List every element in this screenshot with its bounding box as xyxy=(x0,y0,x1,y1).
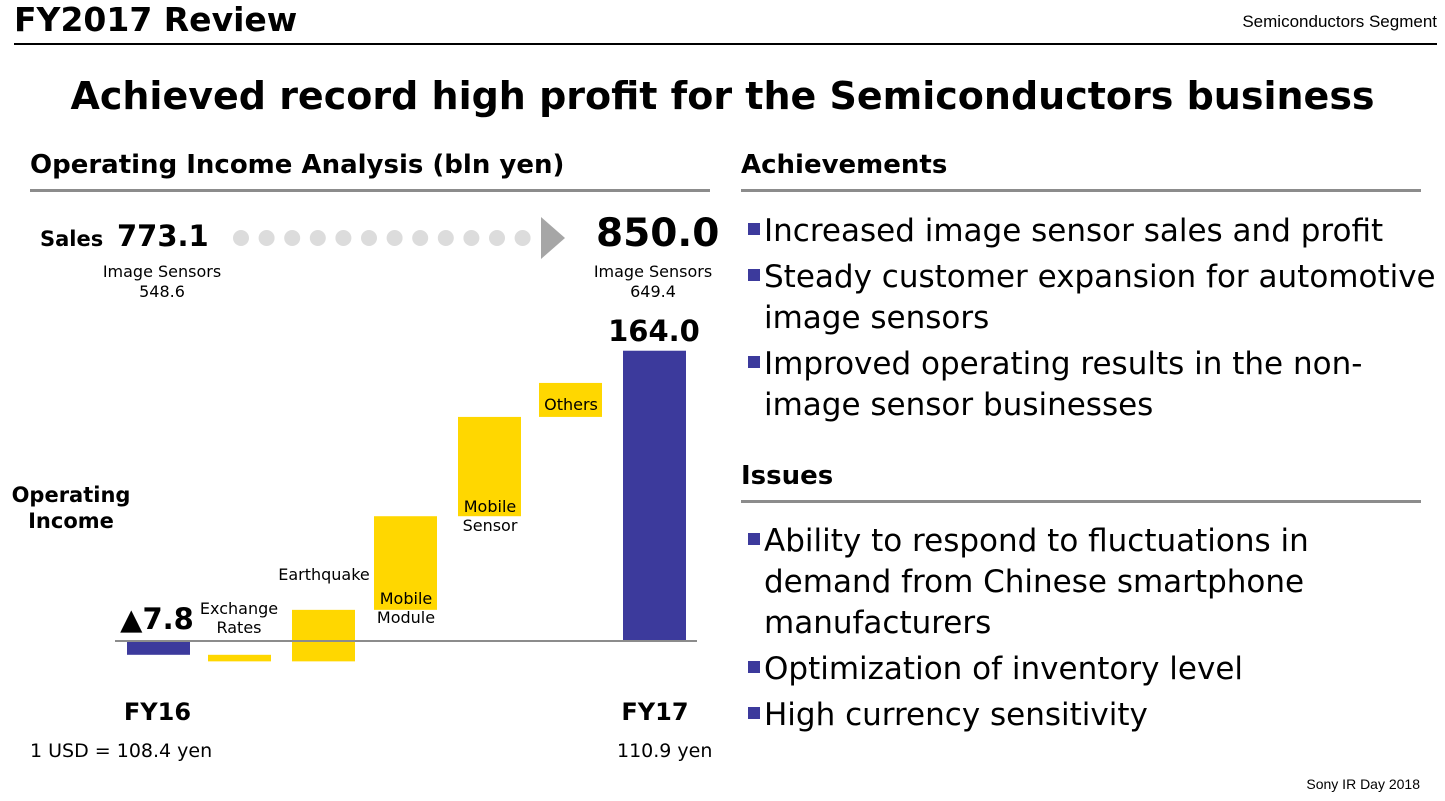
sales-fy16-value: 773.1 xyxy=(117,219,209,253)
bullet-square-icon xyxy=(748,707,760,719)
exchange-rate-fy16: 1 USD = 108.4 yen xyxy=(30,740,213,762)
issue-text: Ability to respond to fluctuations in de… xyxy=(764,523,1309,641)
header-divider xyxy=(14,43,1437,45)
value-label-fy17: 164.0 xyxy=(608,314,700,348)
waterfall-bar-others xyxy=(539,382,602,417)
waterfall-bar-exchange-rates xyxy=(208,654,271,662)
bullet-square-icon xyxy=(748,223,760,235)
segment-label: Semiconductors Segment xyxy=(1242,12,1437,31)
bullet-square-icon xyxy=(748,356,760,368)
category-label: Others xyxy=(544,395,598,414)
bullet-square-icon xyxy=(748,533,760,545)
arrow-dot xyxy=(233,230,249,246)
achievements-list: Increased image sensor sales and profit … xyxy=(741,211,1441,431)
fy16-label: FY16 xyxy=(123,698,192,726)
header-title: FY2017 Review xyxy=(14,0,298,39)
sales-fy17-value: 850.0 xyxy=(596,211,720,256)
issue-item: Ability to respond to fluctuations in de… xyxy=(741,521,1441,644)
achievement-text: Improved operating results in the non-im… xyxy=(764,346,1363,423)
issue-item: High currency sensitivity xyxy=(741,695,1441,736)
achievement-item: Improved operating results in the non-im… xyxy=(741,344,1441,426)
footer-source: Sony IR Day 2018 xyxy=(1306,776,1420,792)
waterfall-bar-fy16 xyxy=(127,641,190,655)
arrow-dot xyxy=(412,230,429,246)
arrow-dot xyxy=(437,230,454,246)
value-label-fy16: ▲7.8 xyxy=(120,602,194,636)
issue-text: Optimization of inventory level xyxy=(764,651,1244,687)
bullet-square-icon xyxy=(748,269,760,281)
arrow-dot xyxy=(386,230,403,246)
headline: Achieved record high profit for the Semi… xyxy=(70,74,1375,118)
arrow-dot xyxy=(335,230,352,246)
bullet-square-icon xyxy=(748,661,760,673)
category-label: Mobile Sensor xyxy=(463,497,518,535)
arrow-dot xyxy=(489,230,505,246)
issues-divider xyxy=(741,500,1421,503)
achievements-title: Achievements xyxy=(741,150,948,180)
image-sensors-fy17-value: 649.4 xyxy=(630,282,676,301)
fy17-label: FY17 xyxy=(621,698,689,726)
achievement-text: Steady customer expansion for automotive… xyxy=(764,259,1436,336)
arrow-dot xyxy=(309,230,326,246)
category-label: Mobile Module xyxy=(377,589,435,627)
arrow-dot xyxy=(258,230,275,246)
achievement-item: Increased image sensor sales and profit xyxy=(741,211,1441,252)
waterfall-bar-mobile-sensor xyxy=(458,416,521,517)
operating-income-label: Operating Income xyxy=(11,483,131,533)
achievements-divider xyxy=(741,189,1421,192)
waterfall-bar-mobile-module xyxy=(374,516,437,610)
image-sensors-fy17: Image Sensors 649.4 xyxy=(585,262,721,302)
issue-text: High currency sensitivity xyxy=(764,697,1148,733)
arrow-head-icon xyxy=(541,217,565,259)
arrow-dot xyxy=(284,230,301,246)
arrow-dot xyxy=(463,230,480,246)
sales-label: Sales xyxy=(40,227,104,251)
image-sensors-fy16-value: 548.6 xyxy=(139,282,185,301)
image-sensors-fy17-label: Image Sensors xyxy=(593,262,713,281)
arrow-dot xyxy=(514,230,531,246)
issue-item: Optimization of inventory level xyxy=(741,649,1441,690)
chart-section-title: Operating Income Analysis (bln yen) xyxy=(30,150,565,180)
achievement-item: Steady customer expansion for automotive… xyxy=(741,257,1441,339)
image-sensors-fy16-label: Image Sensors xyxy=(102,262,222,281)
achievement-text: Increased image sensor sales and profit xyxy=(764,213,1384,249)
exchange-rate-fy17: 110.9 yen xyxy=(617,740,713,762)
issues-title: Issues xyxy=(741,461,834,491)
waterfall-bar-fy17 xyxy=(623,350,686,641)
category-label: Earthquake xyxy=(278,565,370,584)
category-label: Exchange Rates xyxy=(200,599,278,637)
waterfall-bar-earthquake xyxy=(292,609,355,662)
arrow-dot xyxy=(361,230,377,246)
chart-section-divider xyxy=(30,189,710,192)
image-sensors-fy16: Image Sensors 548.6 xyxy=(92,262,232,302)
issues-list: Ability to respond to fluctuations in de… xyxy=(741,521,1441,741)
